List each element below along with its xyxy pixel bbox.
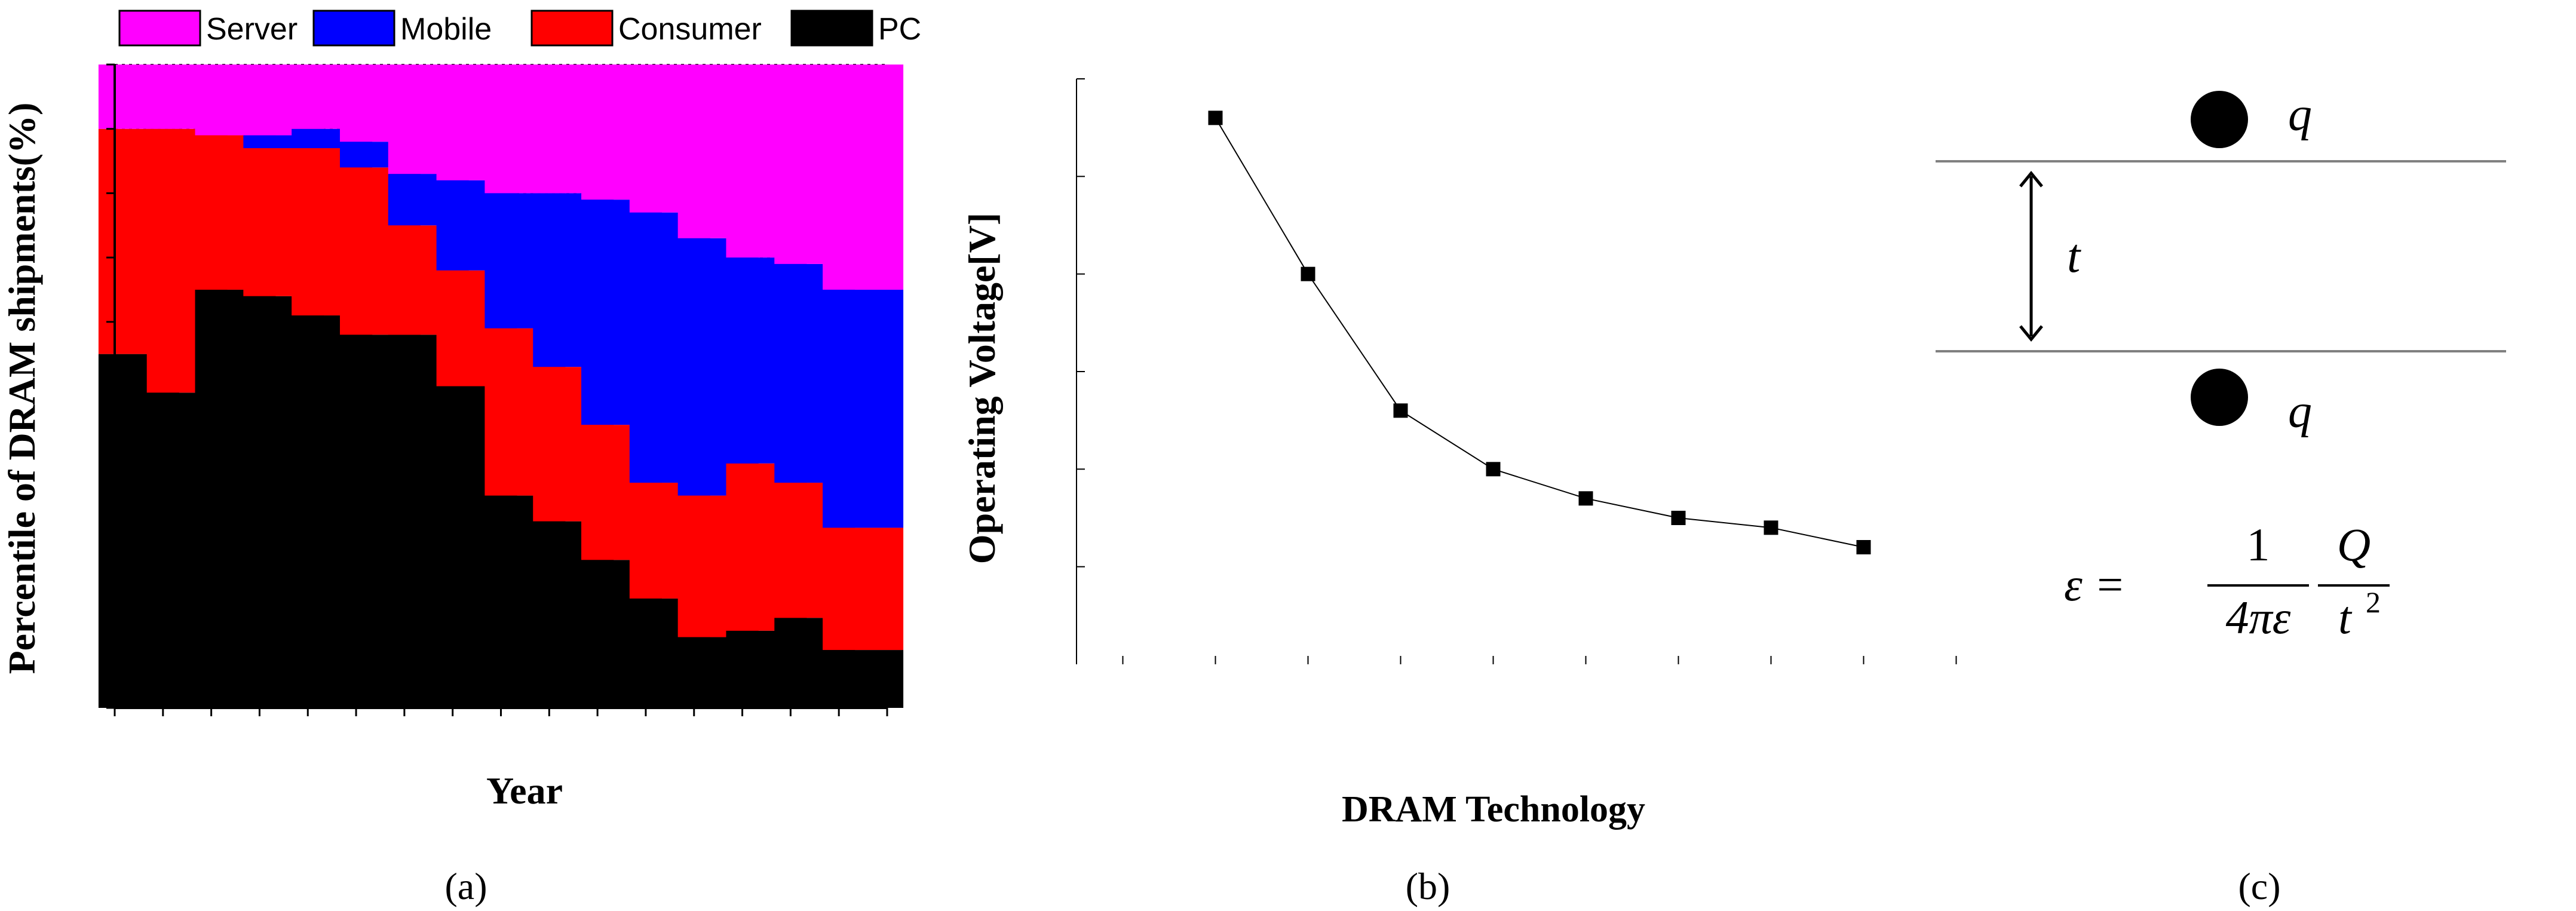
panel-label-b: (b) xyxy=(1406,865,1450,907)
charge-bottom-label: q xyxy=(2288,385,2312,438)
formula-lhs: ε = xyxy=(2064,559,2126,611)
data-point xyxy=(1764,520,1778,535)
bar-mobile xyxy=(823,289,904,528)
panel-label-a: (a) xyxy=(444,865,487,907)
bar-server xyxy=(823,65,904,290)
formula: ε = 1 4πε Q t 2 xyxy=(2064,519,2390,643)
legend-swatch-consumer xyxy=(530,10,614,47)
charge-bottom xyxy=(2191,369,2248,426)
arrow-head-up xyxy=(2019,171,2043,188)
bars xyxy=(98,65,904,708)
series-points xyxy=(1208,111,1871,554)
panel-a-stacked-bar-chart: Server Mobile Consumer PC Percentile of … xyxy=(1,10,921,907)
charge-top-label: q xyxy=(2288,88,2312,141)
y-axis-title: Operating Voltage[V] xyxy=(961,213,1003,564)
bar-pc xyxy=(823,650,904,708)
formula-exponent: 2 xyxy=(2366,585,2381,619)
data-point xyxy=(1486,462,1501,477)
voltage-line xyxy=(1215,117,1864,548)
formula-numerator-1: 1 xyxy=(2247,519,2270,570)
formula-denominator-1: 4πε xyxy=(2226,591,2291,643)
panel-label-c: (c) xyxy=(2238,865,2280,907)
y-axis-title: Percentile of DRAM shipments(%) xyxy=(1,103,43,674)
legend-swatch-pc xyxy=(790,10,873,47)
axes xyxy=(1076,78,1957,664)
distance-label: t xyxy=(2067,230,2081,283)
legend-label-consumer: Consumer xyxy=(618,12,762,47)
x-axis-title: Year xyxy=(486,769,563,812)
formula-numerator-2: Q xyxy=(2337,519,2370,570)
bar-consumer xyxy=(823,527,904,651)
data-point xyxy=(1301,266,1315,281)
data-point xyxy=(1393,403,1408,418)
legend: Server Mobile Consumer PC xyxy=(118,10,921,47)
legend-label-server: Server xyxy=(206,12,298,47)
panel-b-line-chart: Operating Voltage[V] DRAM Technology (b) xyxy=(961,78,1957,907)
data-point xyxy=(1208,111,1223,125)
legend-label-mobile: Mobile xyxy=(400,12,492,47)
arrow-head-down xyxy=(2019,325,2043,342)
formula-denominator-2: t xyxy=(2338,591,2353,643)
legend-swatch-server xyxy=(118,10,201,47)
data-point xyxy=(1671,511,1686,525)
data-point xyxy=(1578,491,1593,506)
legend-label-pc: PC xyxy=(878,12,921,47)
series-line xyxy=(1215,117,1864,548)
x-axis-title: DRAM Technology xyxy=(1342,789,1645,830)
axes xyxy=(106,63,888,716)
panel-c-diagram: q t q ε = 1 4πε Q t 2 (c) xyxy=(1936,88,2506,907)
charge-top xyxy=(2191,91,2248,148)
data-point xyxy=(1856,540,1871,554)
legend-swatch-mobile xyxy=(312,10,395,47)
